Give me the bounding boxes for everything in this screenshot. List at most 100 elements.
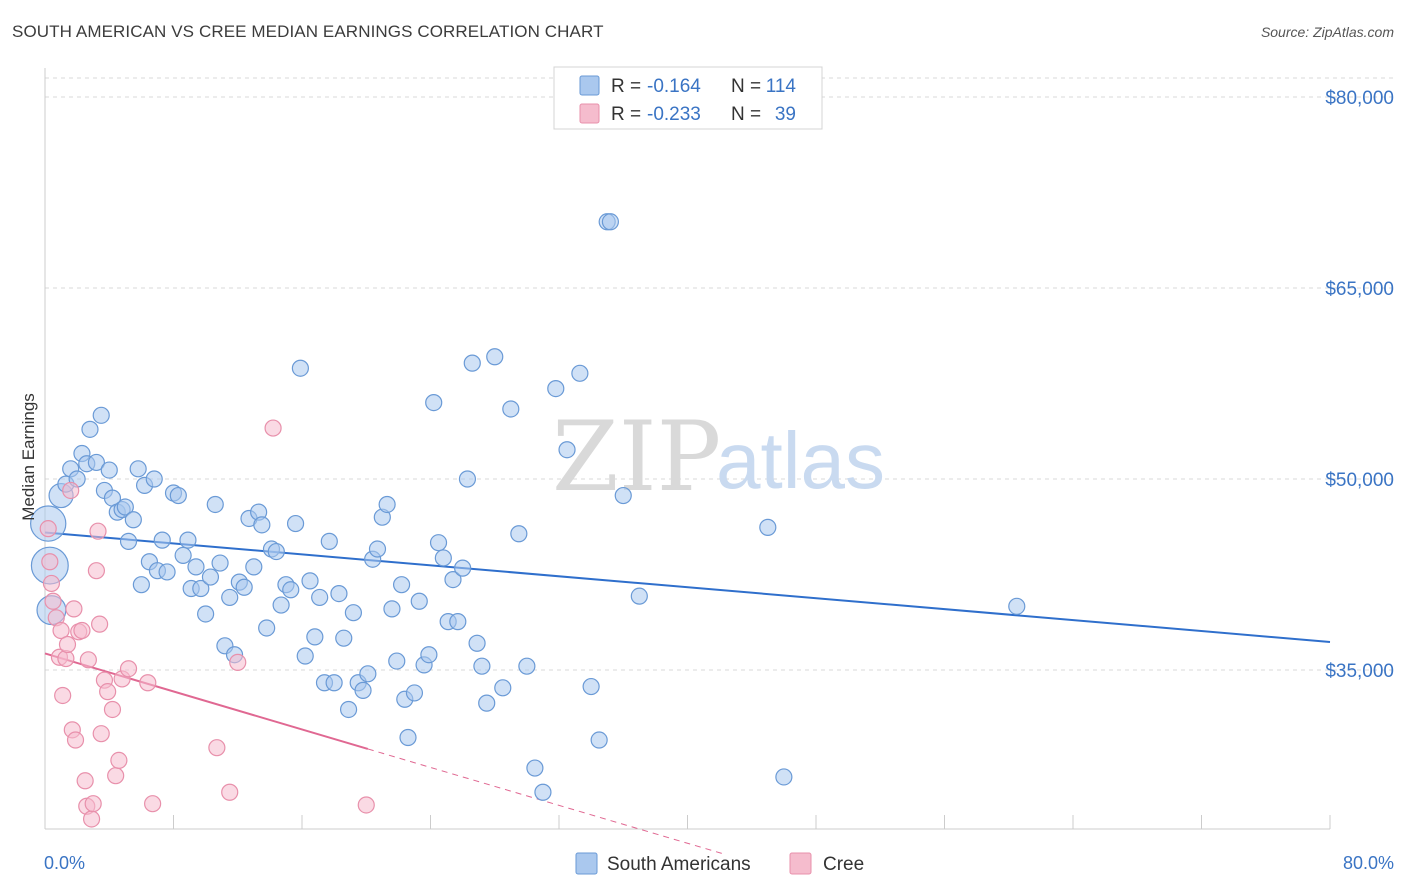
south-americans-point-11: [92, 406, 110, 424]
south-americans-point-18: [119, 532, 138, 550]
cree-point-28: [107, 767, 125, 785]
south-americans-point-75: [388, 652, 406, 670]
south-americans-point-78: [399, 728, 417, 747]
south-americans-point-54: [286, 514, 305, 533]
south-americans-point-43: [235, 578, 253, 596]
south-americans-point-9: [81, 420, 99, 438]
cree-point-0: [39, 520, 57, 538]
south-americans-point-58: [306, 628, 324, 646]
south-americans-point-26: [153, 531, 171, 549]
bottom-legend-label-cree: Cree: [823, 854, 864, 875]
bottom-legend-label-south-americans: South Americans: [607, 854, 751, 875]
cree-point-36: [229, 653, 247, 671]
south-americans-point-61: [320, 532, 338, 550]
south-americans-point-63: [330, 584, 348, 603]
south-americans-point-33: [187, 558, 205, 576]
south-americans-point-100: [526, 759, 544, 777]
y-tick-label-80000: $80,000: [1325, 88, 1394, 109]
legend-r-label-2: R =: [611, 104, 641, 125]
south-americans-point-59: [311, 588, 329, 607]
x-tick-label-start: 0.0%: [44, 853, 85, 873]
south-americans-point-29: [169, 486, 187, 505]
south-americans-point-92: [468, 634, 486, 652]
watermark-zip: ZIP: [552, 401, 721, 513]
cree-point-15: [73, 621, 91, 640]
south-americans-point-45: [245, 558, 263, 576]
cree-point-19: [82, 810, 101, 828]
cree-point-9: [58, 635, 77, 654]
bottom-legend-swatch-south-americans: [575, 852, 598, 875]
cree-point-38: [357, 796, 375, 814]
legend-swatch-cree: [579, 103, 600, 124]
south-americans-point-71: [368, 540, 387, 558]
south-americans-point-83: [425, 394, 443, 412]
south-americans-point-27: [158, 563, 176, 581]
south-americans-point-84: [429, 534, 448, 552]
south-americans-point-53: [282, 581, 300, 599]
trend-line-cree-extrapolated: [367, 748, 727, 856]
south-americans-point-91: [463, 354, 481, 372]
south-americans-point-89: [454, 559, 472, 577]
south-americans-point-105: [582, 677, 600, 696]
south-americans-point-99: [518, 657, 536, 675]
south-americans-point-50: [267, 542, 285, 561]
cree-point-31: [119, 660, 138, 678]
watermark-atlas: atlas: [716, 416, 885, 505]
south-americans-point-73: [378, 495, 396, 514]
south-americans-point-90: [458, 470, 477, 488]
chart-title: SOUTH AMERICAN VS CREE MEDIAN EARNINGS C…: [12, 22, 604, 41]
y-tick-label-65000: $65,000: [1325, 279, 1394, 300]
south-americans-point-36: [201, 568, 220, 586]
south-americans-point-106: [590, 731, 608, 749]
south-americans-point-76: [392, 576, 411, 594]
south-americans-point-48: [258, 619, 276, 637]
y-axis-label: Median Earnings: [19, 393, 38, 521]
cree-point-12: [65, 600, 83, 618]
south-americans-point-85: [434, 549, 452, 567]
cree-point-18: [79, 651, 97, 669]
stats-legend: R = -0.164 N = 114 R = -0.233 N = 39: [553, 66, 823, 130]
south-americans-point-38: [211, 554, 229, 572]
south-americans-point-101: [534, 783, 552, 801]
legend-r-label-1: R =: [611, 76, 641, 97]
south-americans-point-47: [253, 516, 271, 534]
cree-point-29: [110, 751, 128, 770]
south-americans-point-88: [449, 613, 467, 631]
cree-point-24: [92, 725, 110, 743]
south-americans-point-34: [192, 579, 210, 598]
south-americans-point-35: [197, 605, 215, 623]
south-americans-point-10: [87, 453, 106, 472]
south-americans-point-87: [444, 570, 462, 589]
south-americans-point-103: [558, 441, 576, 459]
south-americans-point-96: [494, 679, 512, 697]
south-americans-point-104: [571, 364, 589, 382]
source-label: Source: ZipAtlas.com: [1260, 24, 1394, 40]
cree-point-26: [99, 683, 117, 701]
south-americans-point-113: [1008, 597, 1026, 615]
south-americans-point-30: [174, 546, 192, 565]
cree-point-33: [144, 795, 162, 813]
south-americans-point-79: [405, 684, 424, 702]
south-americans-point-56: [296, 647, 314, 665]
trend-line-south-americans: [44, 531, 1331, 643]
south-americans-point-110: [630, 587, 648, 605]
cree-point-20: [84, 795, 102, 813]
south-americans-point-55: [291, 359, 309, 377]
cree-point-16: [76, 772, 94, 790]
cree-point-32: [139, 674, 157, 692]
cree-point-3: [44, 592, 62, 610]
south-americans-point-112: [775, 768, 793, 786]
south-americans-point-57: [301, 572, 319, 590]
cree-point-37: [264, 419, 282, 437]
south-americans-point-109: [614, 486, 632, 505]
south-americans-point-82: [420, 646, 438, 664]
south-americans-point-69: [359, 665, 377, 683]
south-americans-point-24: [145, 470, 163, 488]
south-americans-point-111: [759, 518, 777, 536]
south-americans-point-13: [100, 461, 118, 479]
cree-point-35: [221, 783, 239, 801]
south-americans-point-68: [354, 681, 372, 699]
cree-point-27: [103, 700, 122, 719]
series-south-americans: [30, 213, 1026, 801]
